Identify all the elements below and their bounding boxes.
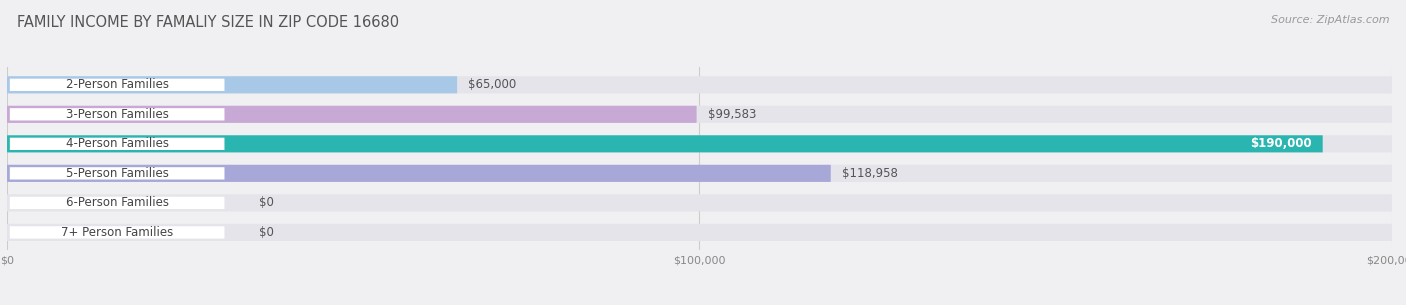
Text: Source: ZipAtlas.com: Source: ZipAtlas.com xyxy=(1271,15,1389,25)
FancyBboxPatch shape xyxy=(10,79,225,91)
Text: FAMILY INCOME BY FAMALIY SIZE IN ZIP CODE 16680: FAMILY INCOME BY FAMALIY SIZE IN ZIP COD… xyxy=(17,15,399,30)
FancyBboxPatch shape xyxy=(7,165,831,182)
FancyBboxPatch shape xyxy=(7,106,696,123)
FancyBboxPatch shape xyxy=(7,135,1392,152)
Text: $118,958: $118,958 xyxy=(842,167,897,180)
Text: $99,583: $99,583 xyxy=(707,108,756,121)
Text: 5-Person Families: 5-Person Families xyxy=(66,167,169,180)
FancyBboxPatch shape xyxy=(10,167,225,180)
Text: $0: $0 xyxy=(259,226,274,239)
FancyBboxPatch shape xyxy=(7,76,1392,93)
Text: 4-Person Families: 4-Person Families xyxy=(66,137,169,150)
FancyBboxPatch shape xyxy=(7,76,457,93)
Text: 6-Person Families: 6-Person Families xyxy=(66,196,169,209)
Text: $65,000: $65,000 xyxy=(468,78,516,91)
Text: 7+ Person Families: 7+ Person Families xyxy=(60,226,173,239)
FancyBboxPatch shape xyxy=(7,194,1392,211)
Text: 3-Person Families: 3-Person Families xyxy=(66,108,169,121)
FancyBboxPatch shape xyxy=(10,138,225,150)
Text: $0: $0 xyxy=(259,196,274,209)
FancyBboxPatch shape xyxy=(7,165,1392,182)
Text: $190,000: $190,000 xyxy=(1250,137,1312,150)
FancyBboxPatch shape xyxy=(7,135,1323,152)
FancyBboxPatch shape xyxy=(10,197,225,209)
FancyBboxPatch shape xyxy=(10,226,225,239)
FancyBboxPatch shape xyxy=(7,106,1392,123)
FancyBboxPatch shape xyxy=(10,108,225,120)
Text: 2-Person Families: 2-Person Families xyxy=(66,78,169,91)
FancyBboxPatch shape xyxy=(7,224,1392,241)
